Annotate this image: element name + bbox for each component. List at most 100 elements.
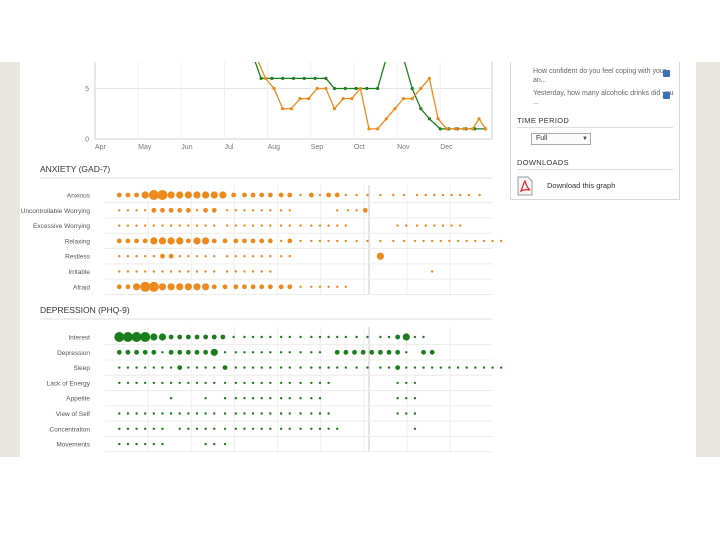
score-dot: [250, 192, 256, 198]
score-dot: [260, 270, 263, 273]
score-dot: [152, 224, 156, 227]
score-dot: [116, 192, 122, 198]
score-dot: [204, 381, 207, 385]
score-dot: [144, 427, 147, 430]
score-dot: [310, 412, 313, 415]
download-graph-link[interactable]: Download this graph: [547, 181, 616, 190]
score-dot: [251, 427, 255, 430]
score-dot: [168, 349, 174, 355]
row-label: Movements: [56, 442, 90, 449]
score-dot: [318, 366, 322, 369]
pdf-icon[interactable]: [517, 176, 533, 196]
series-point: [289, 107, 293, 111]
score-dot: [441, 193, 445, 197]
score-dot: [125, 284, 131, 290]
score-dot: [118, 224, 121, 227]
score-dot: [299, 412, 302, 415]
series-point: [343, 86, 347, 91]
series-point: [365, 86, 369, 91]
score-dot: [168, 253, 174, 259]
score-dot: [211, 334, 217, 340]
score-dot: [430, 239, 434, 243]
score-dot: [450, 224, 453, 227]
score-dot: [269, 381, 272, 385]
score-dot: [185, 207, 191, 213]
series-point: [445, 127, 449, 131]
score-dot: [243, 397, 246, 400]
score-dot: [135, 366, 138, 369]
score-dot: [161, 381, 164, 385]
score-dot: [161, 442, 164, 446]
score-dot: [260, 397, 263, 400]
checkbox-icon[interactable]: [663, 92, 670, 99]
score-dot: [413, 335, 417, 339]
series-point: [438, 127, 442, 131]
score-dot: [288, 209, 291, 212]
y-tick-label: 5: [85, 86, 89, 93]
series-point: [470, 127, 475, 131]
score-dot: [234, 351, 238, 354]
score-dot: [327, 381, 330, 385]
y-tick-label: 0: [85, 137, 89, 144]
score-dot: [135, 224, 138, 227]
score-dot: [260, 255, 263, 258]
score-dot: [131, 332, 142, 342]
score-dot: [213, 381, 216, 385]
score-dot: [279, 381, 283, 385]
score-dot: [185, 334, 191, 340]
score-dot: [144, 412, 147, 415]
score-dot: [135, 255, 138, 258]
score-dot: [260, 366, 263, 369]
score-dot: [467, 193, 471, 197]
score-dot: [126, 366, 130, 369]
score-dot: [142, 349, 148, 355]
score-dot: [392, 193, 395, 197]
score-dot: [158, 333, 167, 341]
score-dot: [288, 381, 291, 385]
score-dot: [439, 366, 442, 369]
series-point: [436, 117, 440, 121]
score-dot: [413, 427, 417, 430]
score-dot: [299, 239, 302, 243]
score-dot: [223, 442, 227, 446]
score-dot: [132, 283, 141, 291]
score-dot: [204, 224, 207, 227]
score-dot: [269, 397, 272, 400]
score-dot: [234, 255, 238, 258]
x-tick-label: Apr: [95, 144, 107, 151]
score-dot: [318, 224, 322, 227]
score-dot: [310, 239, 313, 243]
checkbox-icon[interactable]: [663, 70, 670, 77]
score-dot: [211, 284, 217, 290]
row-label: Afraid: [73, 284, 90, 291]
score-dot: [405, 381, 408, 385]
score-dot: [379, 366, 382, 369]
score-dot: [299, 335, 302, 339]
series-point: [341, 97, 345, 101]
score-dot: [223, 397, 227, 400]
score-dot: [310, 224, 313, 227]
score-dot: [288, 397, 291, 400]
score-dot: [402, 333, 410, 341]
score-dot: [327, 335, 330, 339]
score-dot: [344, 239, 348, 243]
time-period-select[interactable]: Full ▼: [531, 133, 591, 145]
score-dot: [405, 397, 408, 400]
score-dot: [251, 381, 255, 385]
score-dot: [386, 349, 392, 355]
score-dot: [225, 224, 229, 227]
score-dot: [126, 224, 130, 227]
score-dot: [310, 351, 313, 354]
score-dot: [269, 224, 272, 227]
score-dot: [318, 381, 322, 385]
score-dot: [242, 284, 247, 290]
score-dot: [279, 209, 283, 212]
score-dot: [152, 270, 156, 273]
score-dot: [430, 366, 434, 369]
chart-title: DEPRESSION (PHQ-9): [40, 305, 130, 315]
row-label: Appetite: [66, 396, 90, 403]
score-dot: [396, 412, 399, 415]
score-dot: [231, 192, 237, 198]
row-label: Interest: [68, 335, 90, 342]
score-dot: [141, 191, 149, 199]
